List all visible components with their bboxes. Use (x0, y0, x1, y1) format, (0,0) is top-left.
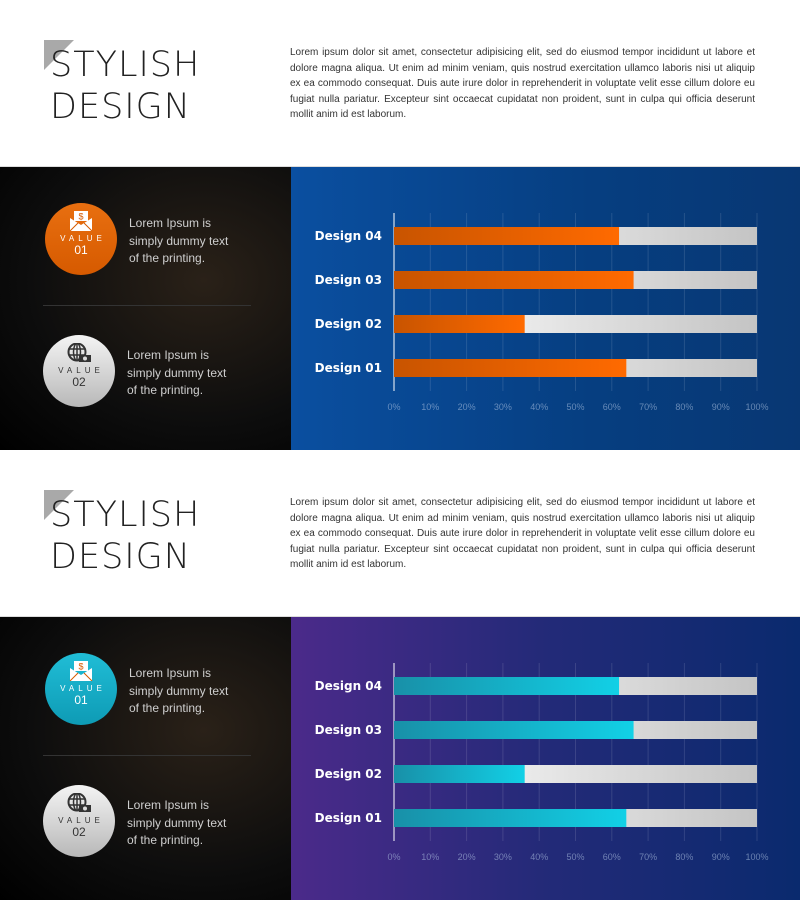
x-tick-label: 10% (421, 852, 439, 862)
bar-chart: 0% 10% 20% 30% 40% 50% 60% 70% 80% 90% 100% Design … (315, 213, 769, 412)
x-tick-label: 80% (675, 852, 693, 862)
x-tick-label: 60% (603, 852, 621, 862)
value-02-text: Lorem Ipsum is simply dummy text of the … (127, 348, 227, 397)
category-label: Design 02 (315, 317, 382, 331)
value-02-text: Lorem Ipsum is simply dummy text of the … (127, 798, 227, 847)
bar-design-02 (394, 765, 525, 783)
content-band: $ VALUE 01 Lorem Ipsum is simply dummy t… (0, 617, 800, 900)
money-envelope-icon: $ (69, 661, 93, 681)
x-tick-label: 90% (712, 852, 730, 862)
x-tick-label: 70% (639, 852, 657, 862)
x-tick-label: 40% (530, 402, 548, 412)
bar-design-02 (394, 315, 525, 333)
globe-money-icon (67, 793, 91, 812)
bar-design-01 (394, 809, 627, 827)
section-title: STYLISH DESIGN (50, 494, 200, 578)
divider (43, 755, 251, 756)
x-tick-label: 60% (603, 402, 621, 412)
chart-panel: 0% 10% 20% 30% 40% 50% 60% 70% 80% 90% 100% Design … (291, 617, 800, 900)
category-label: Design 04 (315, 679, 382, 693)
x-tick-label: 30% (494, 852, 512, 862)
x-tick-label: 70% (639, 402, 657, 412)
infographic-section: STYLISH DESIGN Lorem ipsum dolor sit amet… (0, 450, 800, 900)
value-01-text: Lorem Ipsum is simply dummy text of the … (129, 666, 229, 715)
category-label: Design 03 (315, 273, 382, 287)
value-01-badge: $ VALUE 01 (45, 653, 117, 725)
values-panel: $ VALUE 01 Lorem Ipsum is simply dummy t… (0, 167, 291, 450)
x-tick-label: 80% (675, 402, 693, 412)
section-title: STYLISH DESIGN (50, 44, 200, 128)
value-label: VALUE (58, 816, 104, 825)
x-tick-label: 20% (458, 852, 476, 862)
svg-text:$: $ (78, 662, 83, 672)
values-panel: $ VALUE 01 Lorem Ipsum is simply dummy t… (0, 617, 291, 900)
value-01-badge: $ VALUE 01 (45, 203, 117, 275)
x-tick-label: 100% (745, 852, 768, 862)
bar-design-04 (394, 227, 620, 245)
description-paragraph: Lorem ipsum dolor sit amet, consectetur … (290, 47, 755, 120)
header: STYLISH DESIGN Lorem ipsum dolor sit amet… (0, 450, 800, 617)
category-label: Design 02 (315, 767, 382, 781)
value-01-text: Lorem Ipsum is simply dummy text of the … (129, 216, 229, 265)
value-label: VALUE (60, 684, 106, 693)
x-tick-label: 30% (494, 402, 512, 412)
title-line-1: STYLISH (50, 495, 201, 535)
divider (43, 305, 251, 306)
infographic-section: STYLISH DESIGN Lorem ipsum dolor sit amet… (0, 0, 800, 450)
x-tick-label: 0% (387, 852, 400, 862)
value-02-badge: VALUE 02 (43, 785, 115, 857)
category-label: Design 04 (315, 229, 382, 243)
chart-panel: 0% 10% 20% 30% 40% 50% 60% 70% 80% 90% 100% Design … (291, 167, 800, 450)
svg-text:$: $ (78, 212, 83, 222)
x-tick-label: 50% (566, 402, 584, 412)
category-label: Design 03 (315, 723, 382, 737)
bar-design-04 (394, 677, 620, 695)
bar-design-03 (394, 721, 634, 739)
value-number: 01 (74, 693, 88, 707)
globe-money-icon (67, 343, 91, 362)
corner-triangle-decoration (44, 490, 74, 520)
bar-chart: 0% 10% 20% 30% 40% 50% 60% 70% 80% 90% 100% Design … (315, 663, 769, 862)
value-label: VALUE (60, 234, 106, 243)
value-number: 02 (72, 375, 86, 389)
x-tick-label: 40% (530, 852, 548, 862)
x-tick-label: 0% (387, 402, 400, 412)
value-02-badge: VALUE 02 (43, 335, 115, 407)
x-tick-label: 50% (566, 852, 584, 862)
x-tick-label: 90% (712, 402, 730, 412)
value-number: 02 (72, 825, 86, 839)
content-band: $ VALUE 01 Lorem Ipsum is simply dummy t… (0, 167, 800, 450)
money-envelope-icon: $ (69, 211, 93, 231)
description-paragraph: Lorem ipsum dolor sit amet, consectetur … (290, 497, 755, 570)
x-tick-label: 10% (421, 402, 439, 412)
x-tick-label: 20% (458, 402, 476, 412)
x-tick-label: 100% (745, 402, 768, 412)
value-label: VALUE (58, 366, 104, 375)
title-line-2: DESIGN (50, 537, 191, 577)
header: STYLISH DESIGN Lorem ipsum dolor sit amet… (0, 0, 800, 167)
title-line-1: STYLISH (50, 45, 201, 85)
bar-design-03 (394, 271, 634, 289)
category-label: Design 01 (315, 811, 382, 825)
corner-triangle-decoration (44, 40, 74, 70)
category-label: Design 01 (315, 361, 382, 375)
bar-design-01 (394, 359, 627, 377)
title-line-2: DESIGN (50, 87, 191, 127)
value-number: 01 (74, 243, 88, 257)
